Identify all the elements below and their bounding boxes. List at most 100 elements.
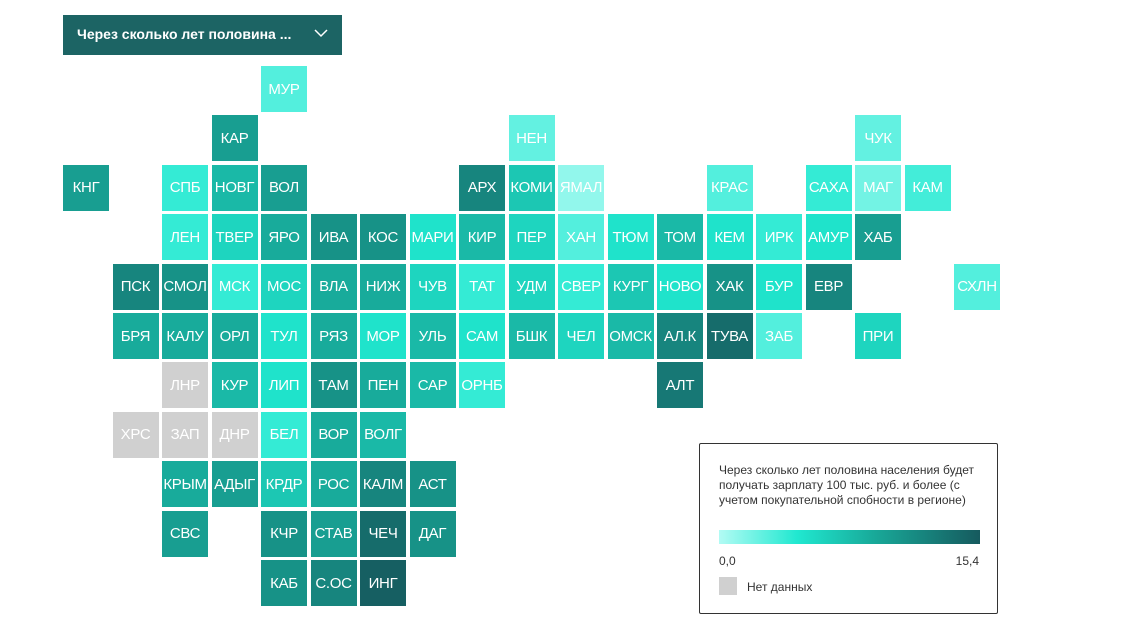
region-label: ПЕН: [367, 376, 399, 394]
region-tile: БРЯ: [112, 313, 159, 359]
region-label: ЕВР: [813, 278, 844, 296]
dropdown-label: Через сколько лет половина ...: [77, 26, 292, 42]
scale-max-label: 15,4: [955, 554, 979, 568]
region-tile: КОМИ: [508, 164, 555, 211]
region-tile: КОС: [360, 214, 406, 261]
region-tile: ТЮМ: [607, 214, 654, 261]
region-label: ТОМ: [664, 228, 696, 246]
region-tile: ВЛА: [310, 263, 357, 310]
region-label: НИЖ: [365, 278, 401, 296]
region-label: ХАН: [566, 228, 596, 246]
region-tile: КАР: [211, 115, 258, 162]
legend-title: Через сколько лет половина населения буд…: [719, 463, 974, 507]
region-label: ТАМ: [318, 376, 349, 394]
region-label: САМ: [465, 327, 499, 345]
region-label: ЛИП: [268, 376, 300, 394]
region-label: ИНГ: [368, 574, 398, 592]
region-tile: УЛЬ: [409, 313, 456, 359]
region-tile: ЯМАЛ: [558, 164, 604, 211]
region-tile: ПЕР: [508, 214, 555, 261]
region-label: ТУЛ: [270, 327, 298, 345]
region-tile: САР: [409, 362, 456, 409]
region-label: ТЮМ: [612, 228, 649, 246]
region-label: УДМ: [516, 278, 547, 296]
region-label: ВЛА: [319, 278, 348, 296]
region-label: ТУВА: [710, 327, 748, 345]
region-tile: КАМ: [904, 164, 951, 211]
legend: Через сколько лет половина населения буд…: [699, 443, 998, 614]
region-tile: ИРК: [756, 214, 802, 261]
region-tile: ВОЛ: [261, 164, 307, 211]
region-label: ПРИ: [862, 327, 894, 345]
region-tile: ЗАБ: [756, 313, 802, 359]
region-tile: ОМСК: [607, 313, 654, 359]
region-label: ЛЕН: [170, 228, 200, 246]
region-label: КАБ: [270, 574, 298, 592]
region-label: КУРГ: [612, 278, 649, 296]
region-tile: МОС: [261, 263, 307, 310]
region-label: ЛНР: [170, 376, 200, 394]
region-label: КИР: [467, 228, 497, 246]
region-tile: МАРИ: [409, 214, 456, 261]
region-tile: ХАК: [706, 263, 753, 310]
region-label: РОС: [317, 475, 350, 493]
region-label: КЧР: [270, 525, 298, 543]
chevron-icon: [314, 29, 328, 38]
region-label: УЛЬ: [418, 327, 447, 345]
region-label: ЧУВ: [418, 278, 447, 296]
region-tile: ЛИП: [261, 362, 307, 409]
region-label: ПСК: [120, 278, 151, 296]
region-tile: АДЫГ: [211, 461, 258, 508]
region-tile: КАЛУ: [162, 313, 208, 359]
region-tile: МСК: [211, 263, 258, 310]
region-label: АДЫГ: [214, 475, 255, 493]
region-tile: КРАС: [706, 164, 753, 211]
region-label: КЕМ: [714, 228, 745, 246]
region-tile: ДАГ: [409, 510, 456, 557]
region-tile: КАБ: [261, 560, 307, 606]
region-tile: С.ОС: [310, 560, 357, 606]
region-label: СВЕР: [561, 278, 601, 296]
region-label: КАМ: [912, 179, 943, 197]
region-label: ХАБ: [863, 228, 893, 246]
region-tile: ПРИ: [855, 313, 901, 359]
region-tile: РЯЗ: [310, 313, 357, 359]
region-tile: РОС: [310, 461, 357, 508]
region-label: СХЛН: [957, 278, 997, 296]
region-tile: КЕМ: [706, 214, 753, 261]
region-tile: ТАМ: [310, 362, 357, 409]
region-tile: НИЖ: [360, 263, 406, 310]
scale-min-label: 0,0: [719, 554, 736, 568]
region-label: ТАТ: [469, 278, 495, 296]
region-tile: ОРНБ: [459, 362, 505, 409]
region-tile: СПБ: [162, 164, 208, 211]
region-label: РЯЗ: [319, 327, 348, 345]
region-tile: ЛЕН: [162, 214, 208, 261]
region-label: ЧЕЧ: [368, 525, 398, 543]
region-tile: ТАТ: [459, 263, 505, 310]
region-tile: ТОМ: [657, 214, 703, 261]
region-label: КНГ: [72, 179, 100, 197]
region-label: МУР: [268, 80, 300, 98]
no-data-swatch: [719, 577, 737, 595]
region-tile: СМОЛ: [162, 263, 208, 310]
region-label: ЯМАЛ: [559, 179, 603, 197]
region-label: АСТ: [418, 475, 447, 493]
no-data-label: Нет данных: [747, 580, 813, 594]
region-label: КАЛМ: [362, 475, 404, 493]
region-tile: КЧР: [261, 510, 307, 557]
region-label: ВОЛ: [269, 179, 299, 197]
region-label: ОРНБ: [461, 376, 503, 394]
region-tile: ТУВА: [706, 313, 753, 359]
region-label: БРЯ: [120, 327, 151, 345]
region-label: ОРЛ: [219, 327, 250, 345]
region-tile: АРХ: [459, 164, 505, 211]
region-tile: АЛ.К: [657, 313, 703, 359]
region-label: НОВГ: [214, 179, 255, 197]
region-label: НЕН: [516, 129, 547, 147]
region-label: НОВО: [658, 278, 702, 296]
dropdown[interactable]: Через сколько лет половина ...: [63, 15, 342, 55]
region-tile: УДМ: [508, 263, 555, 310]
region-label: КРАС: [710, 179, 749, 197]
